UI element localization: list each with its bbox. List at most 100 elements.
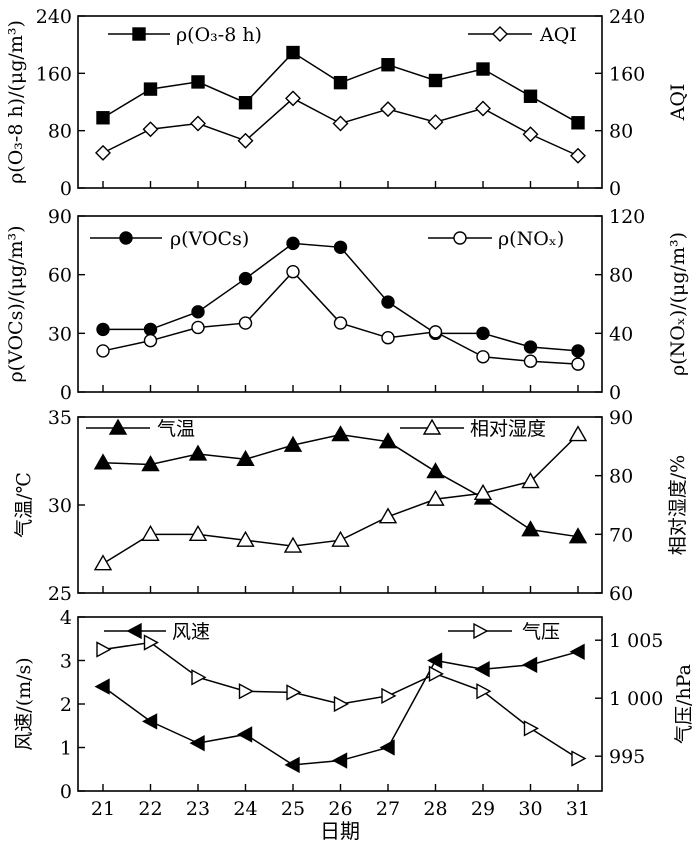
- series-point: [427, 652, 443, 669]
- series-point: [332, 752, 348, 769]
- x-tick-label: 29: [471, 798, 495, 820]
- y2-tick-label: 80: [609, 121, 633, 143]
- series-point: [238, 96, 253, 110]
- series-point: [426, 489, 445, 506]
- panel-2-ylabel-right: ρ(NOₓ)/(μg/m³): [667, 232, 689, 376]
- series-point: [191, 320, 205, 335]
- y-tick-label: 160: [36, 63, 72, 85]
- series-point: [333, 695, 349, 713]
- legend-marker: [422, 418, 442, 435]
- panel-1-ylabel-right: AQI: [667, 84, 689, 122]
- series-point: [189, 734, 205, 752]
- y2-tick-label: 80: [609, 265, 633, 287]
- y-tick-label: 3: [60, 651, 72, 673]
- legend-label: ρ(O₃-8 h): [176, 24, 262, 46]
- series-point: [571, 116, 585, 130]
- y-tick-label: 30: [48, 495, 72, 517]
- series-point: [570, 147, 586, 164]
- series-point: [331, 530, 350, 547]
- series-point: [284, 756, 300, 774]
- x-tick-label: 23: [186, 798, 210, 820]
- series-point: [96, 322, 110, 337]
- series-point: [568, 527, 588, 544]
- series-point: [523, 354, 538, 368]
- legend-label: ρ(VOCs): [170, 228, 249, 250]
- legend-label: AQI: [539, 24, 577, 46]
- series-point: [380, 101, 396, 118]
- legend-marker: [108, 418, 128, 435]
- y-tick-label: 0: [60, 178, 72, 200]
- y2-tick-label: 60: [609, 583, 633, 605]
- series-point: [379, 739, 395, 756]
- series-point: [238, 683, 254, 700]
- series-point: [93, 453, 113, 470]
- y2-tick-label: 240: [609, 6, 645, 28]
- series-point: [285, 90, 301, 107]
- series-point: [188, 444, 208, 461]
- series-point: [378, 432, 398, 449]
- series-point: [286, 684, 302, 701]
- x-tick-label: 28: [423, 798, 447, 820]
- series-point: [236, 449, 255, 466]
- series-point: [96, 641, 112, 658]
- series-point: [331, 425, 350, 442]
- series-point: [236, 530, 255, 547]
- y2-tick-label: 70: [609, 524, 633, 546]
- y-tick-label: 80: [48, 121, 72, 143]
- x-tick-label: 31: [566, 798, 590, 820]
- series-point: [381, 331, 395, 345]
- x-tick-label: 25: [281, 798, 305, 820]
- y-tick-label: 4: [60, 607, 72, 629]
- y-tick-label: 0: [60, 781, 72, 803]
- series-point: [141, 524, 160, 542]
- series-point: [381, 58, 395, 72]
- legend-marker: [473, 622, 489, 640]
- series-point: [474, 661, 490, 678]
- y2-tick-label: 40: [609, 323, 633, 345]
- series-point: [378, 507, 398, 524]
- series-point: [143, 333, 158, 348]
- legend-label: ρ(NOₓ): [498, 228, 564, 250]
- series-point: [286, 265, 300, 279]
- x-tick-label: 22: [138, 798, 162, 820]
- series-point: [521, 520, 540, 537]
- series-point: [426, 462, 445, 479]
- y-tick-label: 30: [48, 323, 72, 345]
- y2-tick-label: 0: [609, 382, 621, 404]
- series-line-1: [102, 433, 579, 538]
- y-tick-label: 25: [48, 583, 72, 605]
- series-point: [568, 425, 588, 442]
- series-point: [283, 435, 303, 452]
- series-point: [381, 295, 395, 309]
- series-point: [142, 121, 159, 138]
- series-point: [96, 344, 110, 358]
- series-point: [143, 82, 158, 96]
- y2-tick-label: 90: [609, 407, 633, 429]
- y2-tick-label: 995: [609, 746, 645, 768]
- series-point: [523, 720, 539, 737]
- series-point: [476, 683, 492, 700]
- x-tick-label: 30: [518, 798, 542, 820]
- series-point: [238, 316, 253, 330]
- y-tick-label: 0: [60, 382, 72, 404]
- x-tick-label: 21: [91, 798, 115, 820]
- y2-tick-label: 80: [609, 466, 633, 488]
- y-tick-label: 60: [48, 265, 72, 287]
- x-tick-label: 27: [376, 798, 400, 820]
- series-point: [428, 73, 443, 88]
- series-point: [475, 100, 491, 117]
- y-tick-label: 90: [48, 206, 72, 228]
- panel-2-ylabel: ρ(VOCs)/(μg/m³): [5, 225, 27, 382]
- series-point: [332, 115, 349, 132]
- series-point: [476, 326, 490, 341]
- y-tick-label: 2: [60, 694, 72, 716]
- legend-label: 风速: [172, 621, 210, 643]
- panel-3-frame: [77, 416, 603, 594]
- series-point: [522, 656, 538, 674]
- legend-marker: [492, 26, 508, 42]
- series-point: [237, 132, 254, 149]
- legend-marker: [132, 27, 146, 41]
- series-point: [522, 126, 539, 143]
- x-axis-title: 日期: [320, 819, 360, 843]
